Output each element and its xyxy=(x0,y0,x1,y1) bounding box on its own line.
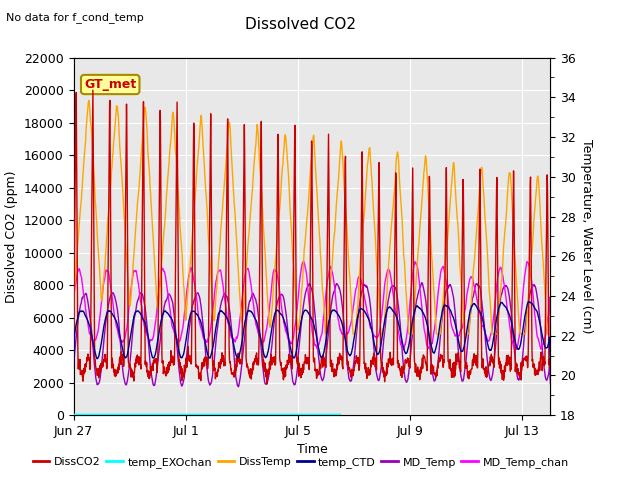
DissTemp xyxy=(176,216,184,221)
temp_CTD xyxy=(442,302,449,308)
Y-axis label: Dissolved CO2 (ppm): Dissolved CO2 (ppm) xyxy=(6,170,19,303)
temp_CTD xyxy=(525,299,532,305)
MD_Temp xyxy=(326,314,334,320)
X-axis label: Time: Time xyxy=(296,444,328,456)
DissCO2 xyxy=(83,356,91,361)
Line: DissTemp: DissTemp xyxy=(74,100,550,334)
DissCO2 xyxy=(547,364,554,370)
MD_Temp_chan xyxy=(547,337,554,343)
MD_Temp xyxy=(175,370,183,375)
MD_Temp xyxy=(442,288,450,294)
Line: MD_Temp: MD_Temp xyxy=(74,283,550,387)
Line: DissCO2: DissCO2 xyxy=(74,90,550,384)
MD_Temp xyxy=(148,375,156,381)
DissTemp xyxy=(189,219,197,225)
temp_CTD xyxy=(70,368,77,374)
MD_Temp xyxy=(189,301,196,307)
MD_Temp_chan xyxy=(83,313,91,319)
MD_Temp xyxy=(83,293,91,299)
DissCO2 xyxy=(89,87,97,93)
DissTemp xyxy=(442,255,449,261)
MD_Temp_chan xyxy=(300,258,307,264)
temp_EXOchan xyxy=(70,412,77,418)
DissTemp xyxy=(85,97,93,103)
MD_Temp_chan xyxy=(326,264,334,270)
temp_EXOchan xyxy=(148,412,156,418)
DissCO2 xyxy=(442,190,450,195)
Y-axis label: Temperature, Water Level (cm): Temperature, Water Level (cm) xyxy=(580,139,593,334)
MD_Temp_chan xyxy=(399,347,407,353)
DissCO2 xyxy=(189,184,197,190)
MD_Temp xyxy=(70,381,77,387)
DissCO2 xyxy=(148,361,156,367)
Legend: DissCO2, temp_EXOchan, DissTemp, temp_CTD, MD_Temp, MD_Temp_chan: DissCO2, temp_EXOchan, DissTemp, temp_CT… xyxy=(28,452,573,472)
temp_EXOchan xyxy=(175,412,183,418)
DissCO2 xyxy=(70,357,77,363)
DissTemp xyxy=(326,287,334,293)
MD_Temp xyxy=(235,384,243,390)
Line: MD_Temp_chan: MD_Temp_chan xyxy=(74,261,550,350)
Text: No data for f_cond_temp: No data for f_cond_temp xyxy=(6,12,144,23)
temp_EXOchan xyxy=(83,412,91,418)
temp_CTD xyxy=(83,315,91,321)
temp_CTD xyxy=(148,353,156,359)
MD_Temp_chan xyxy=(148,337,156,343)
DissTemp xyxy=(148,221,156,227)
DissTemp xyxy=(83,120,91,125)
MD_Temp xyxy=(547,381,554,387)
MD_Temp_chan xyxy=(189,272,196,277)
temp_CTD xyxy=(189,309,196,314)
Line: temp_CTD: temp_CTD xyxy=(74,302,550,371)
MD_Temp_chan xyxy=(175,338,183,344)
MD_Temp xyxy=(418,280,426,286)
DissCO2 xyxy=(176,365,184,371)
temp_EXOchan xyxy=(326,412,333,418)
temp_CTD xyxy=(326,315,333,321)
temp_EXOchan xyxy=(189,412,196,418)
DissTemp xyxy=(70,331,77,337)
temp_CTD xyxy=(175,350,183,356)
Text: GT_met: GT_met xyxy=(84,78,136,91)
MD_Temp_chan xyxy=(70,343,77,348)
DissCO2 xyxy=(263,381,271,387)
DissCO2 xyxy=(326,361,334,367)
DissTemp xyxy=(547,331,554,337)
temp_CTD xyxy=(547,362,554,368)
MD_Temp_chan xyxy=(442,279,450,285)
Text: Dissolved CO2: Dissolved CO2 xyxy=(245,17,356,32)
